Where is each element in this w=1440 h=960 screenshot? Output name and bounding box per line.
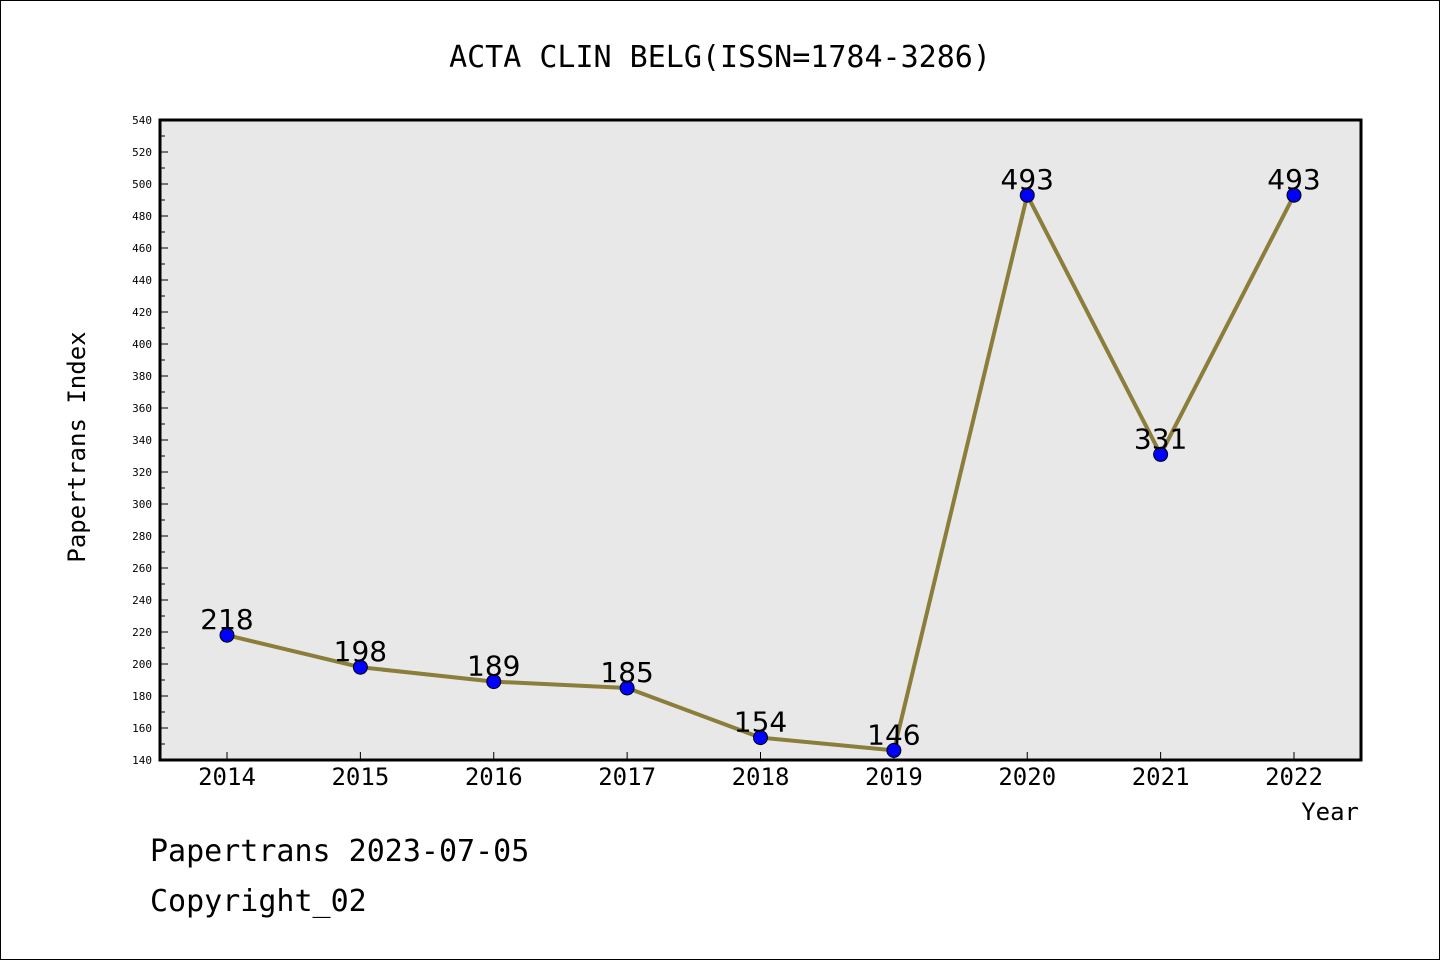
y-tick-label: 520 (132, 146, 152, 159)
data-label: 198 (334, 635, 387, 668)
data-label: 154 (734, 706, 787, 739)
y-tick-label: 260 (132, 562, 152, 575)
x-tick-label: 2017 (598, 763, 656, 791)
y-tick-label: 280 (132, 530, 152, 543)
data-point (352, 659, 368, 675)
data-point (753, 730, 768, 746)
x-tick-label: 2021 (1132, 763, 1190, 791)
data-label: 493 (1001, 163, 1054, 196)
data-point (1019, 187, 1035, 203)
y-tick-label: 160 (132, 722, 152, 735)
x-tick-label: 2018 (732, 763, 790, 791)
chart-title: ACTA CLIN BELG(ISSN=1784-3286) (449, 40, 991, 75)
data-point (1153, 446, 1169, 462)
data-labels: 218 198 189 185 154 146 493 331 493 (200, 163, 1320, 751)
y-tick-label: 180 (132, 690, 152, 703)
y-tick-label: 500 (132, 178, 152, 191)
x-tick-label: 2015 (331, 763, 389, 791)
data-point (486, 674, 502, 690)
data-label: 493 (1267, 163, 1320, 196)
data-label: 146 (867, 718, 920, 751)
y-axis-label: Papertrans Index (63, 331, 91, 562)
data-label: 331 (1134, 422, 1187, 455)
y-tick-label: 340 (132, 434, 152, 447)
y-tick-label: 200 (132, 658, 152, 671)
y-tick-label: 400 (132, 338, 152, 351)
y-tick-label: 420 (132, 306, 152, 319)
y-tick-label: 360 (132, 402, 152, 415)
y-tick-label: 440 (132, 274, 152, 287)
data-point (619, 680, 635, 696)
data-label: 218 (200, 603, 253, 636)
x-tick-label: 2016 (465, 763, 523, 791)
y-tick-label: 320 (132, 466, 152, 479)
y-tick-label: 540 (132, 114, 152, 127)
y-tick-label: 220 (132, 626, 152, 639)
x-tick-label: 2020 (998, 763, 1056, 791)
x-tick-label: 2014 (198, 763, 256, 791)
plot-area (158, 118, 1363, 762)
x-tick-label: 2022 (1265, 763, 1323, 791)
y-tick-label: 140 (132, 754, 152, 767)
data-point (219, 627, 235, 643)
data-label: 189 (467, 650, 520, 683)
x-tick-label: 2019 (865, 763, 923, 791)
footer-copyright: Copyright_02 (150, 884, 367, 919)
data-label: 185 (600, 656, 653, 689)
y-tick-label: 460 (132, 242, 152, 255)
x-axis: 2014 2015 2016 2017 2018 2019 2020 2021 2022 (198, 752, 1323, 791)
y-tick-label: 240 (132, 594, 152, 607)
x-axis-label: Year (1301, 798, 1359, 826)
series-markers (219, 187, 1302, 758)
data-point (886, 742, 902, 758)
footer-date: Papertrans 2023-07-05 (150, 834, 530, 869)
y-axis: 140 160 180 200 220 240 260 280 300 320 340 360 380 4… (132, 114, 168, 767)
y-tick-label: 480 (132, 210, 152, 223)
y-tick-label: 380 (132, 370, 152, 383)
y-tick-label: 300 (132, 498, 152, 511)
data-point (1286, 187, 1302, 203)
